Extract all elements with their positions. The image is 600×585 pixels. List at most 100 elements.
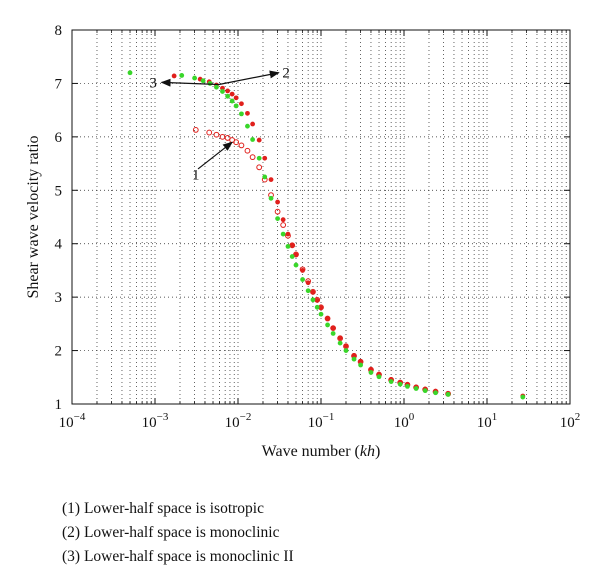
- data-point-monoclinic-II: [239, 111, 244, 117]
- data-point-monoclinic: [171, 73, 177, 79]
- data-point-monoclinic-II: [310, 297, 316, 303]
- data-point-monoclinic-II: [325, 322, 330, 328]
- annotation-arrow: [218, 70, 280, 86]
- annotation-arrow: [160, 78, 220, 87]
- data-point-isotropic: [192, 127, 199, 133]
- x-tick-label: 10−3: [142, 411, 169, 431]
- data-point-monoclinic-II: [330, 331, 336, 336]
- data-point-monoclinic-II: [413, 386, 419, 391]
- annotation-label: 2: [282, 66, 290, 82]
- data-point-monoclinic-II: [262, 174, 268, 180]
- data-point-monoclinic: [314, 297, 320, 303]
- annotation-label: 3: [149, 75, 157, 91]
- data-point-isotropic: [219, 133, 226, 140]
- data-point-monoclinic-II: [445, 391, 451, 397]
- data-point-monoclinic-II: [207, 81, 213, 86]
- data-point-monoclinic-II: [397, 381, 403, 387]
- data-point-monoclinic: [275, 199, 281, 205]
- data-point-isotropic: [249, 154, 256, 161]
- data-point-monoclinic-II: [368, 370, 374, 375]
- data-point-monoclinic: [256, 137, 262, 143]
- caption-3: (3) Lower-half space is monoclinic II: [62, 548, 294, 565]
- data-point-monoclinic-II: [220, 89, 225, 94]
- data-point-monoclinic: [289, 242, 295, 248]
- data-point-monoclinic: [351, 352, 357, 358]
- y-tick-label: 8: [55, 23, 63, 39]
- data-point-monoclinic: [305, 280, 311, 286]
- data-point-monoclinic-II: [268, 195, 274, 201]
- data-point-monoclinic-II: [520, 394, 526, 400]
- axes: 10−4 10−3 10−2 10−1 100 101 102 1 2 3 4 5 6 7 8: [55, 23, 581, 431]
- data-point-isotropic: [244, 147, 251, 154]
- grid: [72, 30, 570, 404]
- data-point-monoclinic: [358, 358, 364, 364]
- data-point-monoclinic: [225, 88, 231, 94]
- data-point-monoclinic: [268, 177, 274, 183]
- caption-2: (2) Lower-half space is monoclinic: [62, 524, 280, 541]
- data-point-monoclinic: [233, 95, 239, 101]
- y-tick-label: 1: [55, 397, 63, 413]
- data-point-isotropic: [256, 164, 263, 171]
- data-point-monoclinic-II: [200, 78, 206, 84]
- data-point-monoclinic-II: [179, 73, 185, 78]
- data-point-monoclinic-II: [229, 98, 235, 104]
- series-isotropic: [192, 127, 452, 397]
- data-point-isotropic: [213, 131, 220, 138]
- data-point-monoclinic: [343, 343, 349, 349]
- data-point-monoclinic-II: [433, 390, 438, 396]
- x-tick-label: 10−2: [225, 411, 252, 431]
- data-point-monoclinic-II: [225, 93, 231, 99]
- data-series: [127, 70, 526, 400]
- data-point-monoclinic: [293, 252, 299, 258]
- chart: 1 2 3 10−4 10−3 10−2 10−1 100 101 102 1 2 3 4 5 6 7 8 Wa…: [25, 23, 581, 460]
- data-point-monoclinic-II: [300, 277, 305, 282]
- data-point-monoclinic-II: [285, 243, 291, 249]
- data-point-monoclinic: [300, 268, 305, 273]
- data-point-monoclinic: [250, 121, 256, 127]
- data-point-monoclinic-II: [318, 311, 324, 317]
- x-tick-label: 10−4: [59, 411, 86, 431]
- data-point-monoclinic: [229, 91, 235, 97]
- data-point-isotropic: [224, 135, 231, 141]
- data-point-monoclinic-II: [256, 155, 262, 161]
- data-point-monoclinic-II: [388, 379, 394, 384]
- y-tick-label: 3: [55, 290, 63, 306]
- data-point-monoclinic-II: [250, 137, 256, 142]
- data-point-monoclinic-II: [233, 103, 239, 109]
- x-tick-label: 10−1: [308, 411, 335, 431]
- data-point-monoclinic-II: [343, 348, 349, 353]
- x-tick-label: 100: [394, 411, 415, 431]
- data-point-monoclinic-II: [214, 84, 219, 90]
- data-point-monoclinic-II: [275, 216, 281, 222]
- y-tick-label: 6: [55, 130, 63, 146]
- data-point-isotropic: [233, 139, 240, 146]
- data-point-monoclinic-II: [245, 123, 250, 129]
- data-point-isotropic: [280, 222, 287, 228]
- y-tick-label: 7: [55, 76, 63, 92]
- data-point-monoclinic: [325, 316, 330, 321]
- data-point-monoclinic-II: [358, 362, 364, 368]
- x-tick-label: 102: [560, 411, 581, 431]
- data-point-monoclinic-II: [192, 75, 198, 81]
- y-tick-label: 4: [55, 237, 63, 253]
- data-point-monoclinic-II: [305, 288, 311, 294]
- annotation-label: 1: [192, 167, 200, 183]
- data-point-monoclinic-II: [293, 262, 299, 268]
- y-tick-label: 5: [55, 183, 63, 199]
- annotations: 1 2 3: [149, 66, 289, 184]
- data-point-monoclinic-II: [351, 356, 357, 362]
- data-point-isotropic: [274, 208, 281, 215]
- data-point-monoclinic: [318, 305, 324, 311]
- data-point-monoclinic-II: [280, 231, 286, 237]
- data-point-monoclinic-II: [127, 70, 133, 76]
- data-point-monoclinic-II: [337, 340, 343, 346]
- data-point-isotropic: [206, 129, 213, 136]
- data-point-monoclinic-II: [405, 383, 410, 389]
- y-tick-label: 2: [55, 344, 63, 360]
- data-point-monoclinic-II: [314, 304, 320, 310]
- annotation-arrow: [197, 141, 233, 170]
- data-point-monoclinic-II: [376, 374, 382, 380]
- x-axis-title: Wave number (kh): [262, 443, 381, 460]
- y-axis-title: Shear wave velocity ratio: [25, 135, 42, 298]
- data-point-monoclinic: [337, 335, 343, 341]
